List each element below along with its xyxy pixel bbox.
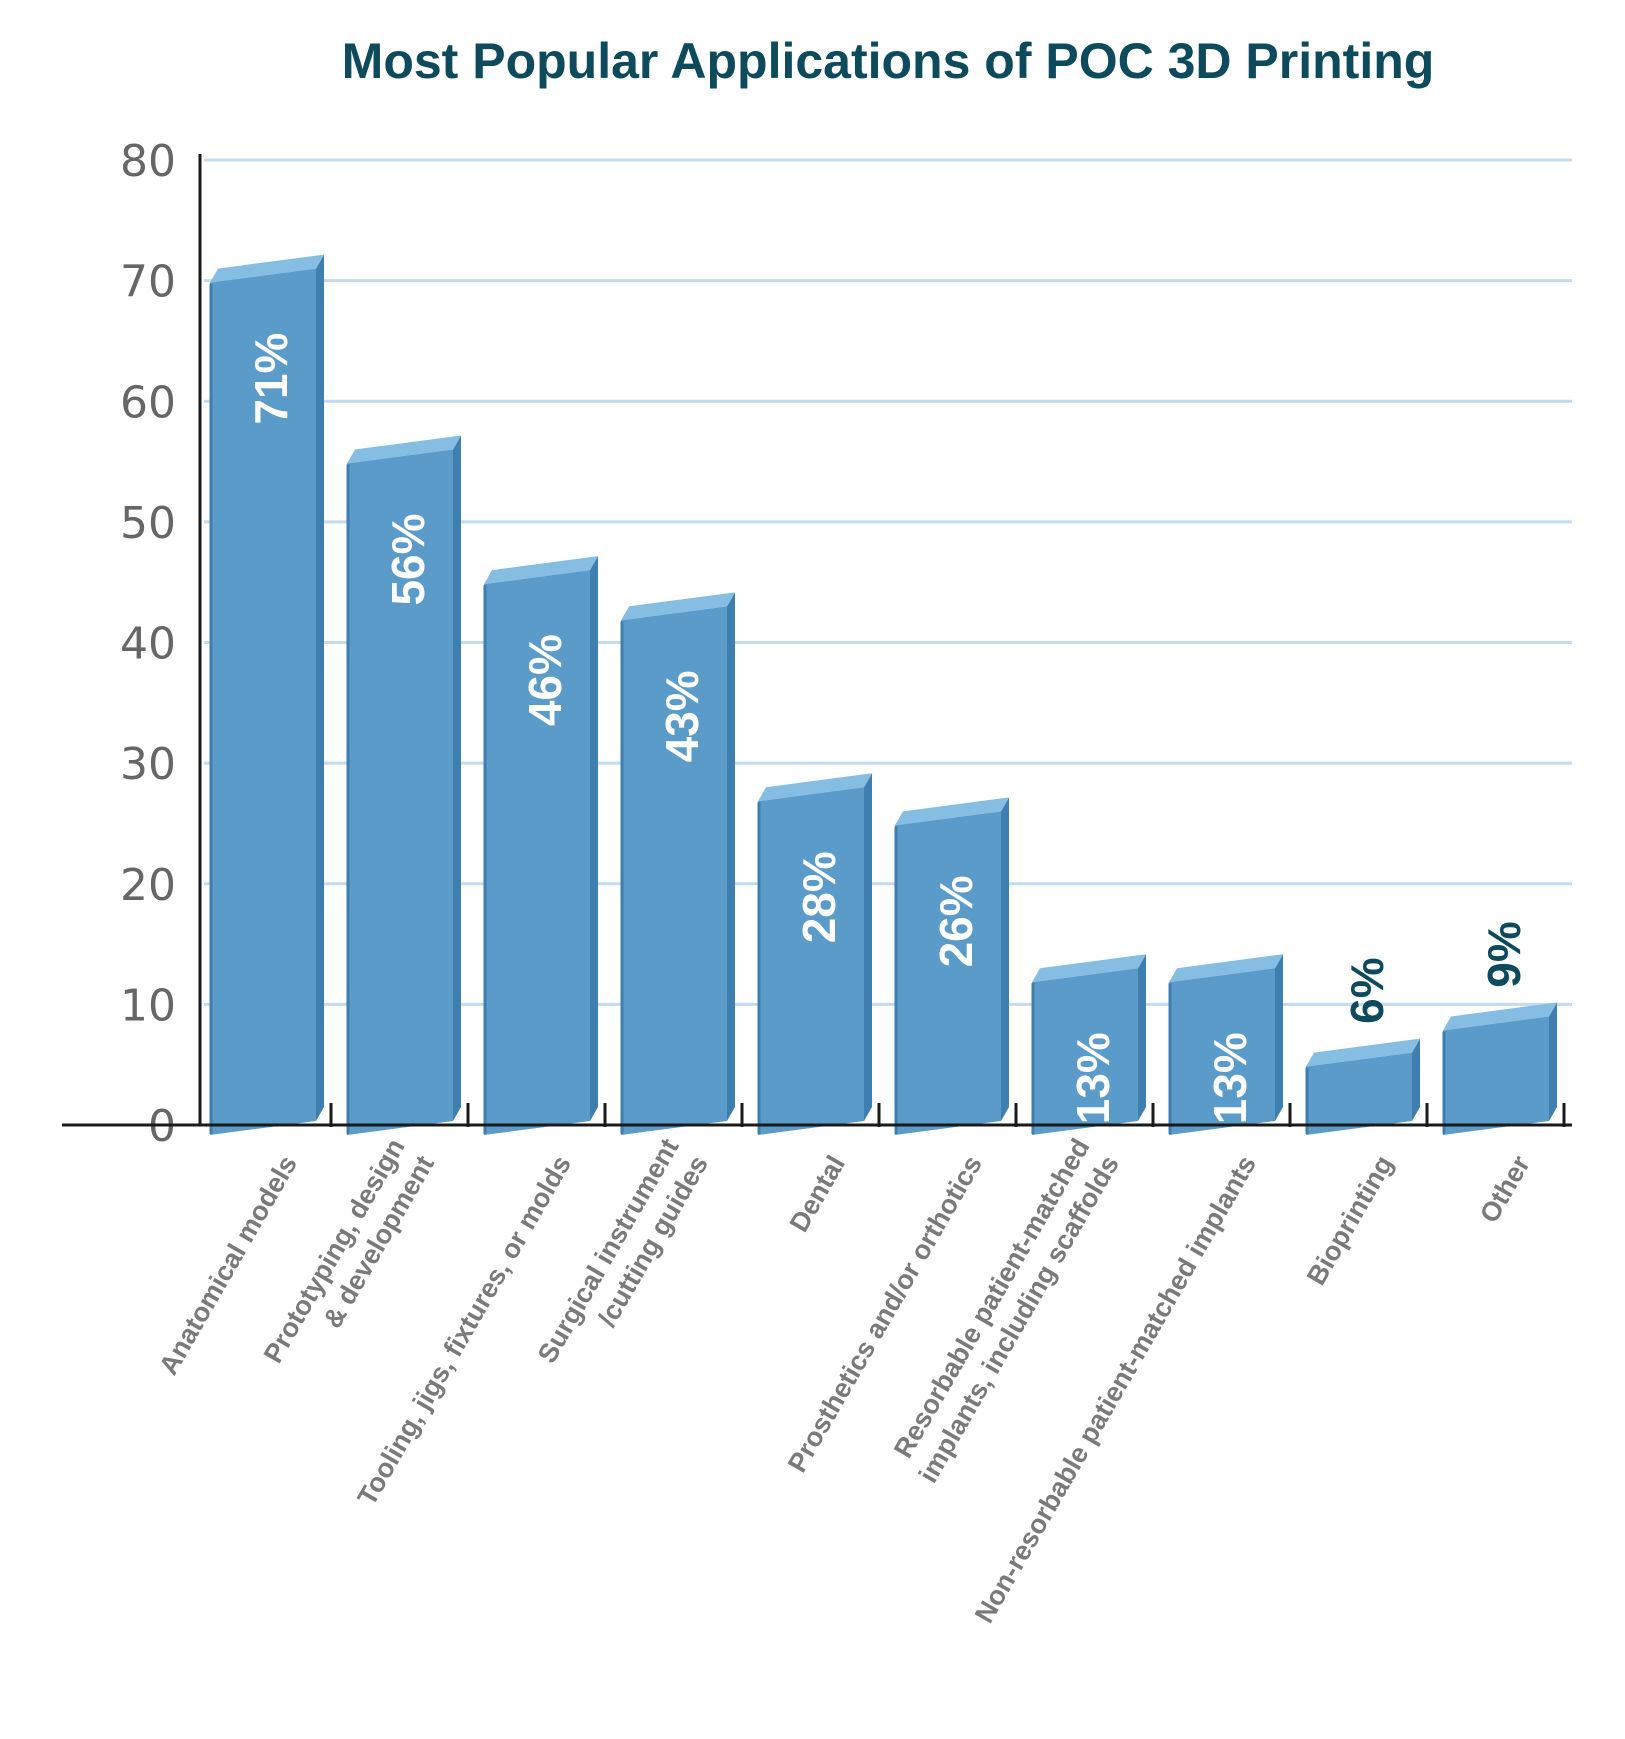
data-label: 71% — [245, 333, 297, 425]
x-category-label: Non-resorbable patient-matched implants — [969, 1151, 1262, 1629]
data-label: 28% — [793, 851, 845, 943]
x-category-label: Dental — [784, 1151, 851, 1237]
y-tick-label: 10 — [120, 980, 176, 1031]
data-label: 13% — [1067, 1032, 1119, 1124]
data-label: 13% — [1204, 1032, 1256, 1124]
data-label: 6% — [1341, 957, 1393, 1023]
bar — [346, 435, 461, 1135]
bar — [894, 797, 1009, 1135]
data-label: 43% — [656, 670, 708, 762]
y-tick-label: 40 — [120, 619, 176, 670]
bars — [209, 254, 1557, 1135]
data-label: 46% — [519, 634, 571, 726]
bar — [1031, 954, 1146, 1135]
x-category-label: Other — [1474, 1150, 1536, 1228]
axes — [62, 154, 1572, 1127]
y-tick-label: 30 — [120, 739, 176, 790]
bar — [209, 254, 324, 1135]
bar — [483, 556, 598, 1135]
bar — [1168, 954, 1283, 1135]
y-tick-label: 70 — [120, 257, 176, 308]
x-category-label: Resorbable patient-matched — [888, 1134, 1096, 1463]
y-tick-label: 80 — [120, 136, 176, 187]
bar — [757, 773, 872, 1135]
data-label: 56% — [382, 513, 434, 605]
bar — [1305, 1038, 1420, 1135]
bar — [1442, 1002, 1557, 1135]
y-tick-label: 60 — [120, 377, 176, 428]
y-tick-label: 50 — [120, 498, 176, 549]
bar — [620, 592, 735, 1135]
data-label: 9% — [1478, 921, 1530, 987]
data-labels: 71% 56% 46% 43% 28% 26% 13% 13% 6% 9% — [245, 333, 1530, 1125]
data-label: 26% — [930, 875, 982, 967]
chart-title: Most Popular Applications of POC 3D Prin… — [342, 33, 1435, 89]
y-tick-label: 20 — [120, 860, 176, 911]
x-category-label: Bioprinting — [1301, 1151, 1399, 1291]
